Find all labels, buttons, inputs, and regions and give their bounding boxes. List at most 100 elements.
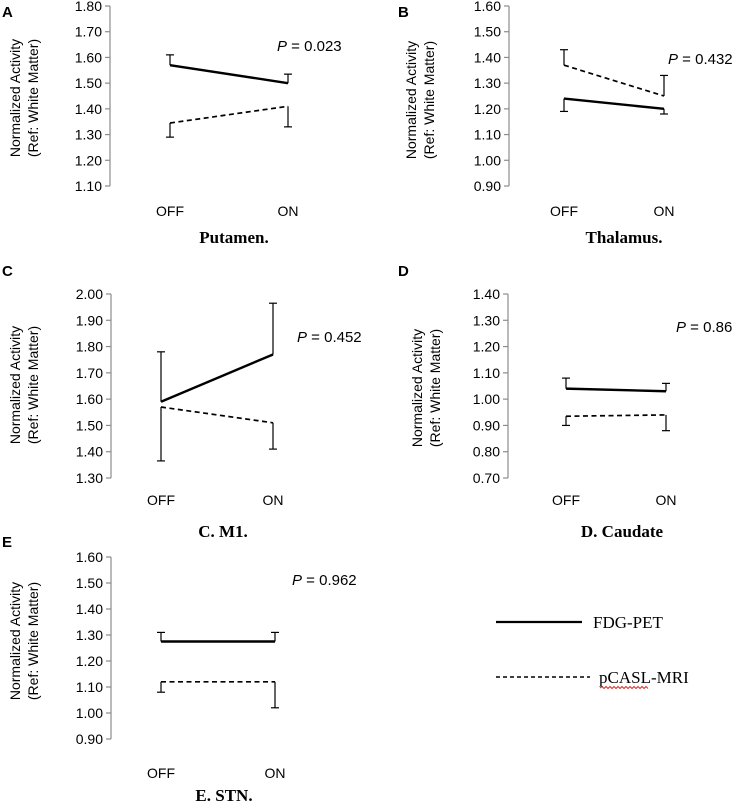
series-group [157,631,279,709]
y-ticks: 1.30 1.40 1.50 1.60 1.70 1.80 1.90 2.00 [76,286,111,486]
y-tick-label: 1.30 [473,312,500,328]
y-tick-label: 1.10 [75,178,102,194]
y-tick-label: 1.80 [76,339,103,355]
y-tick-label: 1.00 [76,705,103,721]
y-tick-label: 1.10 [473,365,500,381]
x-tick-label-on: ON [263,492,284,508]
panel-letter: E [2,534,12,551]
series-line-pcasl-mri [563,64,665,97]
y-tick-label: 1.70 [75,24,102,40]
series-line-fdg-pet [565,387,667,393]
series-line-pcasl-mri [169,105,289,124]
panel-letter: D [398,263,409,280]
y-axis-label-line1: Normalized Activity [403,41,419,159]
series-line-fdg-pet [160,353,274,403]
p-value-label: P = 0.962 [292,572,357,589]
x-ticks: OFF ON [552,492,677,508]
p-value: = 0.432 [678,51,733,68]
series-line-pcasl-mri [565,414,667,418]
series-line-pcasl-mri [160,406,274,424]
y-tick-label: 1.20 [76,653,103,669]
y-tick-label: 1.20 [473,339,500,355]
y-tick-label: 1.30 [75,127,102,143]
y-tick-label: 1.40 [76,444,103,460]
series-line-fdg-pet [169,63,289,85]
y-axis-label-line2: (Ref: White Matter) [421,41,437,159]
x-tick-label-off: OFF [147,765,175,781]
y-tick-label: 1.50 [76,575,103,591]
panel-e-stn: E Normalized Activity (Ref: White Matter… [2,534,357,805]
x-tick-label-off: OFF [156,203,184,219]
x-tick-label-on: ON [278,203,299,219]
x-tick-label-on: ON [656,492,677,508]
y-tick-label: 1.40 [474,49,501,65]
p-prefix: P [668,51,678,68]
y-tick-label: 1.60 [76,549,103,565]
panel-title: Putamen. [199,228,268,247]
panel-b-thalamus: B Normalized Activity (Ref: White Matter… [398,0,733,247]
panel-letter: B [398,4,409,21]
y-tick-label: 1.70 [76,365,103,381]
p-prefix: P [676,319,686,336]
p-value: = 0.452 [307,329,362,346]
p-value-label: P = 0.023 [277,38,342,55]
y-tick-label: 1.50 [474,24,501,40]
y-tick-label: 1.60 [75,49,102,65]
y-tick-label: 0.70 [473,470,500,486]
x-ticks: OFF ON [550,203,675,219]
panel-title: E. STN. [195,786,252,805]
panel-title: Thalamus. [586,228,663,247]
legend-label-pcasl-mri: pCASL-MRI [599,668,689,687]
panel-a-putamen: A Normalized Activity (Ref: White Matter… [2,0,342,247]
p-value: = 0.962 [302,572,357,589]
y-axis-label-line2: (Ref: White Matter) [25,582,41,700]
p-value-label: P = 0.86 [676,319,732,336]
y-tick-label: 1.00 [474,152,501,168]
legend: FDG-PET pCASL-MRI [496,613,689,690]
y-axis-label-line2: (Ref: White Matter) [25,39,41,157]
y-tick-label: 1.20 [75,152,102,168]
panel-d-caudate: D Normalized Activity (Ref: White Matter… [398,263,732,541]
p-value: = 0.023 [287,38,342,55]
series-group [562,377,670,432]
y-tick-label: 1.90 [76,312,103,328]
x-tick-label-on: ON [265,765,286,781]
y-tick-label: 1.40 [75,101,102,117]
y-tick-label: 1.50 [75,75,102,91]
y-tick-label: 1.60 [76,391,103,407]
y-tick-label: 1.40 [473,286,500,302]
p-value-label: P = 0.432 [668,51,733,68]
y-tick-label: 0.90 [473,417,500,433]
y-tick-label: 1.60 [474,0,501,14]
p-prefix: P [292,572,302,589]
panel-letter: A [2,4,13,21]
y-axis-label-line1: Normalized Activity [7,582,23,700]
y-tick-label: 1.20 [474,101,501,117]
series-line-fdg-pet [563,97,665,111]
x-tick-label-off: OFF [147,492,175,508]
y-tick-label: 0.80 [473,444,500,460]
y-tick-label: 0.90 [474,178,501,194]
series-group [157,302,277,462]
y-axis-label-line1: Normalized Activity [409,329,425,447]
p-prefix: P [297,329,307,346]
panel-title: C. M1. [198,522,248,541]
series-group [166,54,292,138]
y-tick-label: 1.10 [76,679,103,695]
y-tick-label: 1.40 [76,601,103,617]
series-group [560,49,668,115]
p-prefix: P [277,38,287,55]
y-ticks: 0.90 1.00 1.10 1.20 1.30 1.40 1.50 1.60 [76,549,111,747]
y-tick-label: 1.30 [76,470,103,486]
y-tick-label: 1.30 [76,627,103,643]
y-ticks: 0.70 0.80 0.90 1.00 1.10 1.20 1.30 1.40 [473,286,508,486]
y-tick-label: 1.00 [473,391,500,407]
y-ticks: 1.10 1.20 1.30 1.40 1.50 1.60 1.70 1.80 [75,0,110,194]
y-axis-label-line1: Normalized Activity [7,326,23,444]
y-tick-label: 1.50 [76,417,103,433]
y-tick-label: 1.10 [474,127,501,143]
y-tick-label: 2.00 [76,286,103,302]
x-tick-label-off: OFF [550,203,578,219]
x-tick-label-on: ON [654,203,675,219]
